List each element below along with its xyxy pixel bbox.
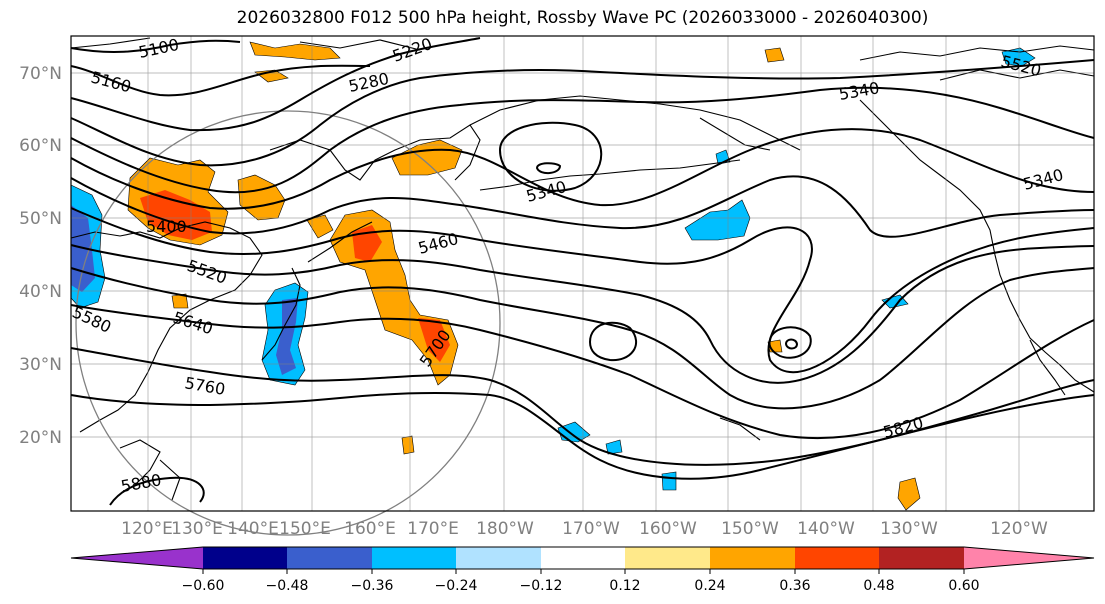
colorbar-tick-label: −0.60 [182,578,225,594]
longitude-label: 150°E [279,519,331,539]
colorbar-tick-label: 0.36 [779,578,810,594]
contour-5640 [70,267,1095,410]
latitude-label: 60°N [19,136,62,156]
latitude-label: 20°N [19,428,62,448]
positive-anomaly-small-5 [764,47,785,63]
colorbar-segment [964,547,1094,569]
longitude-label: 140°W [797,519,855,539]
contour-label: 5400 [146,217,187,236]
contour-5880 [109,476,205,506]
positive-anomaly-arctic [249,41,341,61]
colorbar-segment [71,547,203,569]
colorbar-segment [456,547,541,569]
positive-anomaly-small-2 [306,214,334,239]
colorbar-segment [795,547,879,569]
longitude-label: 140°E [227,519,279,539]
colorbar-segment [203,547,287,569]
latitude-label: 30°N [19,355,62,375]
map-border [70,35,1095,512]
colorbar-tick-label: −0.12 [520,578,563,594]
coast-kuril [307,221,373,263]
colorbar-segment [287,547,372,569]
coastlines [70,37,1095,501]
longitude-label: 170°E [407,519,459,539]
colorbar-tick-label: −0.24 [435,578,478,594]
contour-5460-closed [588,321,637,362]
coast-japan [261,267,301,361]
coast-aleutian [479,159,741,191]
contour-5340 [70,86,1095,194]
map-title: 2026032800 F012 500 hPa height, Rossby W… [236,8,929,28]
region-circle [75,110,501,536]
positive-anomaly-okhotsk [391,139,463,176]
positive-anomaly-small-4 [897,477,921,511]
contour-5460 [70,175,1095,238]
contour-5100 [70,39,241,53]
longitude-label: 160°W [639,519,697,539]
contour-5220 [70,37,481,132]
latitude-label: 70°N [19,64,62,84]
latitude-label: 40°N [19,282,62,302]
negative-anomaly-small-4 [661,471,677,491]
height-contours [70,37,1095,506]
contour-5340-closed-small [784,338,799,350]
longitude-label: 120°E [121,519,173,539]
colorbar-segment [625,547,710,569]
contour-5820 [70,392,1095,480]
negative-anomaly-small-5 [605,439,623,455]
latitude-label: 50°N [19,209,62,229]
contour-5520 [70,207,1095,374]
colorbar-segment [710,547,795,569]
positive-anomaly-small-3 [401,435,415,455]
negative-anomaly-japan-core [276,298,298,375]
contour-5280 [70,59,1095,167]
contour-5400 [70,128,1095,210]
coast-mexico [1029,339,1066,396]
longitude-label: 180°W [476,519,534,539]
colorbar-segment [879,547,964,569]
colorbar-segment [372,547,456,569]
colorbar [70,546,1095,570]
latitude-labels: 70°N 60°N 50°N 40°N 30°N 20°N [19,64,62,448]
colorbar-ticks: −0.60 −0.48 −0.36 −0.24 −0.12 0.12 0.24 0.36 0.4… [182,569,980,594]
colorbar-segment [541,547,625,569]
colorbar-tick-label: −0.48 [266,578,309,594]
contour-5340-closed [498,121,603,192]
negative-anomaly-small-2 [1001,47,1036,67]
coast-hawaii [719,417,761,441]
colorbar-tick-label: 0.12 [609,578,640,594]
contour-5340-small [535,162,562,174]
coast-north-america [859,99,1095,393]
contour-5400-closed [768,326,812,359]
contour-5700 [70,304,1095,440]
contour-5580 [70,244,1095,384]
positive-anomaly-trough-core-2 [418,318,450,362]
longitude-label: 130°E [171,519,223,539]
colorbar-tick-label: −0.36 [351,578,394,594]
colorbar-tick-label: 0.48 [863,578,894,594]
coast-asia-arctic [70,37,421,51]
longitude-label: 160°E [344,519,396,539]
longitude-label: 130°W [880,519,938,539]
longitude-label: 120°W [990,519,1048,539]
colorbar-tick-label: 0.24 [694,578,725,594]
contour-5160 [70,64,371,97]
colorbar-tick-label: 0.60 [948,578,979,594]
longitude-label: 170°W [562,519,620,539]
longitude-label: 150°W [721,519,779,539]
